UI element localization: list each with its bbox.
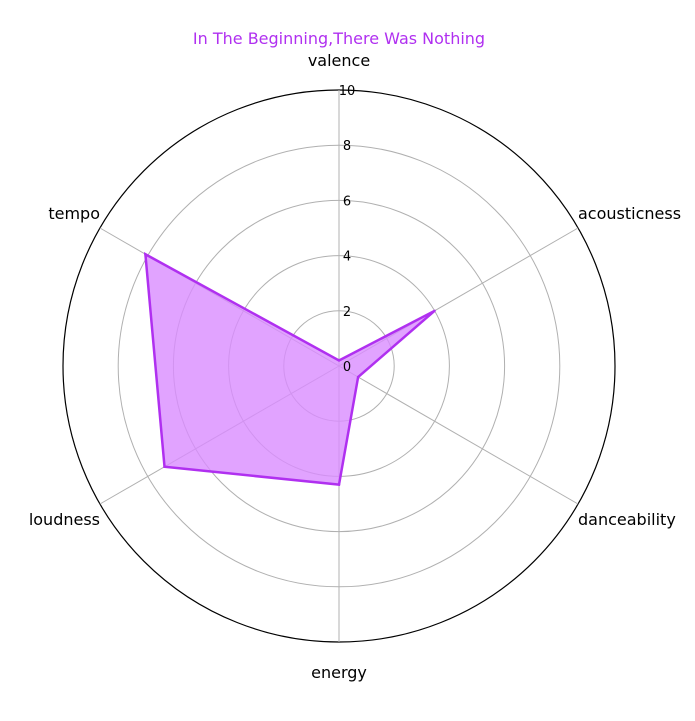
data-point-valence [337, 359, 341, 362]
r-tick-label: 10 [339, 84, 356, 99]
spoke-danceability [338, 365, 579, 505]
tick-layer: 0 2 4 6 8 10 [339, 84, 356, 375]
r-tick-label: 6 [343, 194, 351, 209]
r-tick-label: 8 [343, 139, 351, 154]
series-layer [143, 251, 436, 487]
data-point-tempo [144, 253, 147, 256]
data-point-energy [337, 483, 341, 486]
axis-label-valence: valence [308, 51, 370, 70]
axis-label-loudness: loudness [29, 510, 100, 529]
r-tick-label: 4 [343, 250, 351, 265]
axis-label-tempo: tempo [48, 204, 100, 223]
data-point-acousticness [433, 309, 436, 312]
axis-label-danceability: danceability [578, 510, 676, 529]
r-tick-label: 0 [343, 360, 351, 375]
r-tick-label: 2 [343, 305, 351, 320]
axis-label-acousticness: acousticness [578, 204, 681, 223]
axis-label-energy: energy [311, 663, 367, 682]
data-point-danceability [356, 375, 360, 379]
series-0-area [143, 251, 436, 487]
data-point-loudness [163, 465, 166, 468]
axis-label-layer: valence acousticness danceability energy lou… [29, 51, 681, 682]
chart-title: In The Beginning,There Was Nothing [193, 29, 485, 48]
